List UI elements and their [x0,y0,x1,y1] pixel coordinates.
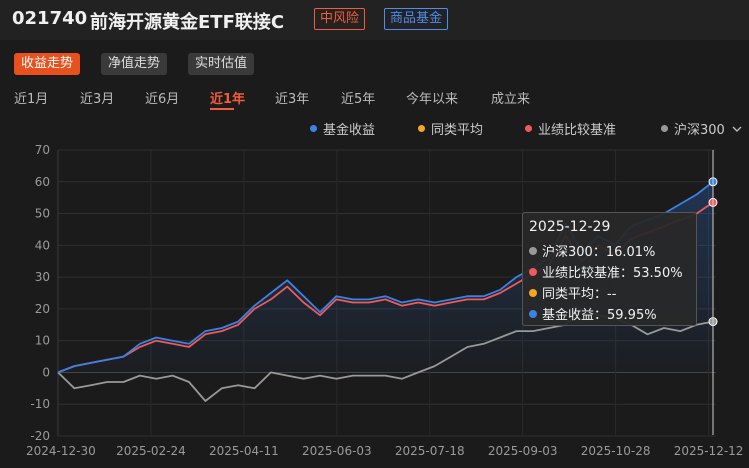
legend-dot [310,125,317,132]
x-tick-label: 2025-02-24 [116,444,186,458]
chart-tooltip: 2025-12-29 沪深300：16.01% 业绩比较基准：53.50% 同类… [522,212,697,326]
chart-legend: 基金收益 同类平均 业绩比较基准 沪深300 [0,119,749,138]
tooltip-dot [529,268,537,276]
chevron-down-icon[interactable] [732,125,742,133]
period-3y[interactable]: 近3年 [275,92,310,107]
risk-badge: 中风险 [314,8,366,30]
legend-dot [418,125,425,132]
y-tick-label: 70 [35,143,50,157]
tooltip-dot [529,289,537,297]
y-tick-label: 0 [42,365,50,379]
x-tick-label: 2025-12-12 [674,444,744,458]
fund-code: 021740 [12,8,88,29]
period-ytd[interactable]: 今年以来 [406,92,459,107]
tooltip-label: 沪深300：16.01% [542,245,656,260]
period-1y[interactable]: 近1年 [210,92,246,107]
y-tick-label: 40 [35,238,50,252]
x-tick-label: 2024-12-30 [26,444,96,458]
y-tick-label: 60 [35,175,50,189]
x-tick-label: 2025-10-28 [581,444,651,458]
y-tick-label: 50 [35,207,50,221]
x-tick-label: 2025-09-03 [488,444,558,458]
active-period-underline [210,108,234,110]
y-tick-label: 20 [35,302,50,316]
period-1m[interactable]: 近1月 [14,92,49,107]
legend-dot [661,125,668,132]
legend-item-fund[interactable]: 基金收益 [310,119,375,138]
tooltip-label: 基金收益：59.95% [542,308,657,323]
legend-item-hs300[interactable]: 沪深300 [661,119,742,138]
fund-header: 021740 前海开源黄金ETF联接C 中风险 商品基金 [0,0,749,40]
tooltip-dot [529,247,537,255]
category-badge[interactable]: 商品基金 [384,8,449,30]
y-tick-label: 10 [35,334,50,348]
tooltip-row-peer-average: 同类平均：-- [529,283,616,302]
tooltip-label: 业绩比较基准：53.50% [542,266,683,281]
legend-item-benchmark[interactable]: 业绩比较基准 [525,119,616,138]
y-tick-label: -10 [30,397,50,411]
tooltip-dot [529,310,537,318]
tab-nav-trend[interactable]: 净值走势 [101,53,168,75]
x-tick-label: 2025-07-18 [395,444,465,458]
legend-dot [525,125,532,132]
period-6m[interactable]: 近6月 [145,92,180,107]
tooltip-row-hs300: 沪深300：16.01% [529,241,655,260]
x-tick-label: 2025-04-11 [209,444,279,458]
y-tick-label: -20 [30,429,50,443]
x-tick-label: 2025-06-03 [302,444,372,458]
legend-label: 业绩比较基准 [538,123,617,138]
legend-label: 同类平均 [431,123,484,138]
tooltip-date: 2025-12-29 [529,219,611,235]
period-since-inception[interactable]: 成立来 [491,92,531,107]
tooltip-row-fund: 基金收益：59.95% [529,304,657,323]
legend-item-peer-average[interactable]: 同类平均 [418,119,483,138]
tooltip-label: 同类平均：-- [542,287,617,302]
legend-label: 沪深300 [674,123,725,138]
tab-realtime-estimate[interactable]: 实时估值 [188,53,255,75]
tooltip-row-benchmark: 业绩比较基准：53.50% [529,262,683,281]
legend-label: 基金收益 [323,123,376,138]
y-tick-label: 30 [35,270,50,284]
tab-return-trend[interactable]: 收益走势 [14,53,81,75]
fund-name: 前海开源黄金ETF联接C [90,12,285,33]
period-5y[interactable]: 近5年 [341,92,376,107]
period-3m[interactable]: 近3月 [80,92,115,107]
